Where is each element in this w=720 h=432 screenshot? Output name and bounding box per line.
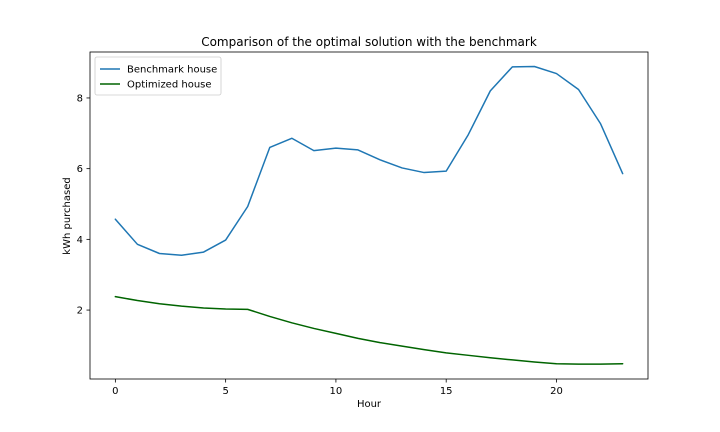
y-tick-label: 8 [77,93,83,104]
data-point-series-2 [445,352,447,354]
y-axis-label: kWh purchased [62,177,73,254]
data-point-series-1 [533,65,535,67]
data-point-series-2 [357,337,359,339]
series-layer [114,65,624,365]
plot-area-frame [89,51,649,380]
data-point-series-1 [555,72,557,74]
x-axis-ticks: 0 5 10 15 20 [112,379,563,397]
x-axis-label: Hour [357,399,382,410]
data-point-series-1 [114,218,116,220]
data-point-series-2 [511,359,513,361]
data-point-series-1 [577,88,579,90]
data-point-series-1 [247,205,249,207]
data-point-series-1 [224,239,226,241]
x-tick-label: 0 [112,386,118,397]
y-tick-label: 2 [77,306,83,317]
data-point-series-1 [291,137,293,139]
data-point-series-2 [313,327,315,329]
data-point-series-2 [489,357,491,359]
data-point-series-2 [555,363,557,365]
data-point-series-2 [136,299,138,301]
legend-frame [94,56,222,96]
chart-title: Comparison of the optimal solution with … [201,35,537,49]
data-point-series-2 [158,303,160,305]
data-point-series-2 [621,363,623,365]
data-point-series-2 [114,295,116,297]
data-point-series-2 [224,308,226,310]
data-point-series-1 [158,252,160,254]
x-tick-label: 20 [550,386,563,397]
data-point-series-1 [489,90,491,92]
data-point-series-1 [180,254,182,256]
data-point-series-2 [577,363,579,365]
data-point-series-1 [423,171,425,173]
legend-label: Optimized house [127,80,212,91]
series-line-2 [114,295,624,365]
data-point-series-2 [180,305,182,307]
data-point-series-1 [357,149,359,151]
data-point-series-2 [599,363,601,365]
y-tick-label: 4 [77,235,83,246]
data-point-series-1 [269,146,271,148]
data-point-series-1 [335,147,337,149]
data-point-series-1 [621,172,623,174]
x-tick-label: 10 [330,386,343,397]
data-point-series-1 [511,66,513,68]
data-point-series-2 [533,361,535,363]
data-point-series-2 [401,345,403,347]
series-line-1 [114,65,624,257]
data-point-series-1 [599,123,601,125]
data-point-series-2 [291,322,293,324]
data-point-series-1 [467,134,469,136]
data-point-series-1 [136,243,138,245]
data-point-series-2 [269,315,271,317]
data-point-series-1 [313,149,315,151]
x-tick-label: 5 [222,386,228,397]
data-point-series-1 [445,170,447,172]
data-point-series-2 [335,332,337,334]
data-point-series-1 [379,159,381,161]
data-point-series-1 [202,251,204,253]
data-point-series-2 [423,348,425,350]
legend: Benchmark house Optimized house [94,56,222,96]
y-axis-ticks: 2 4 6 8 [77,93,90,317]
data-point-series-2 [247,308,249,310]
data-point-series-2 [467,354,469,356]
y-tick-label: 6 [77,164,83,175]
legend-label: Benchmark house [127,65,217,76]
x-tick-label: 15 [440,386,453,397]
data-point-series-2 [379,341,381,343]
data-point-series-2 [202,307,204,309]
data-point-series-1 [401,167,403,169]
